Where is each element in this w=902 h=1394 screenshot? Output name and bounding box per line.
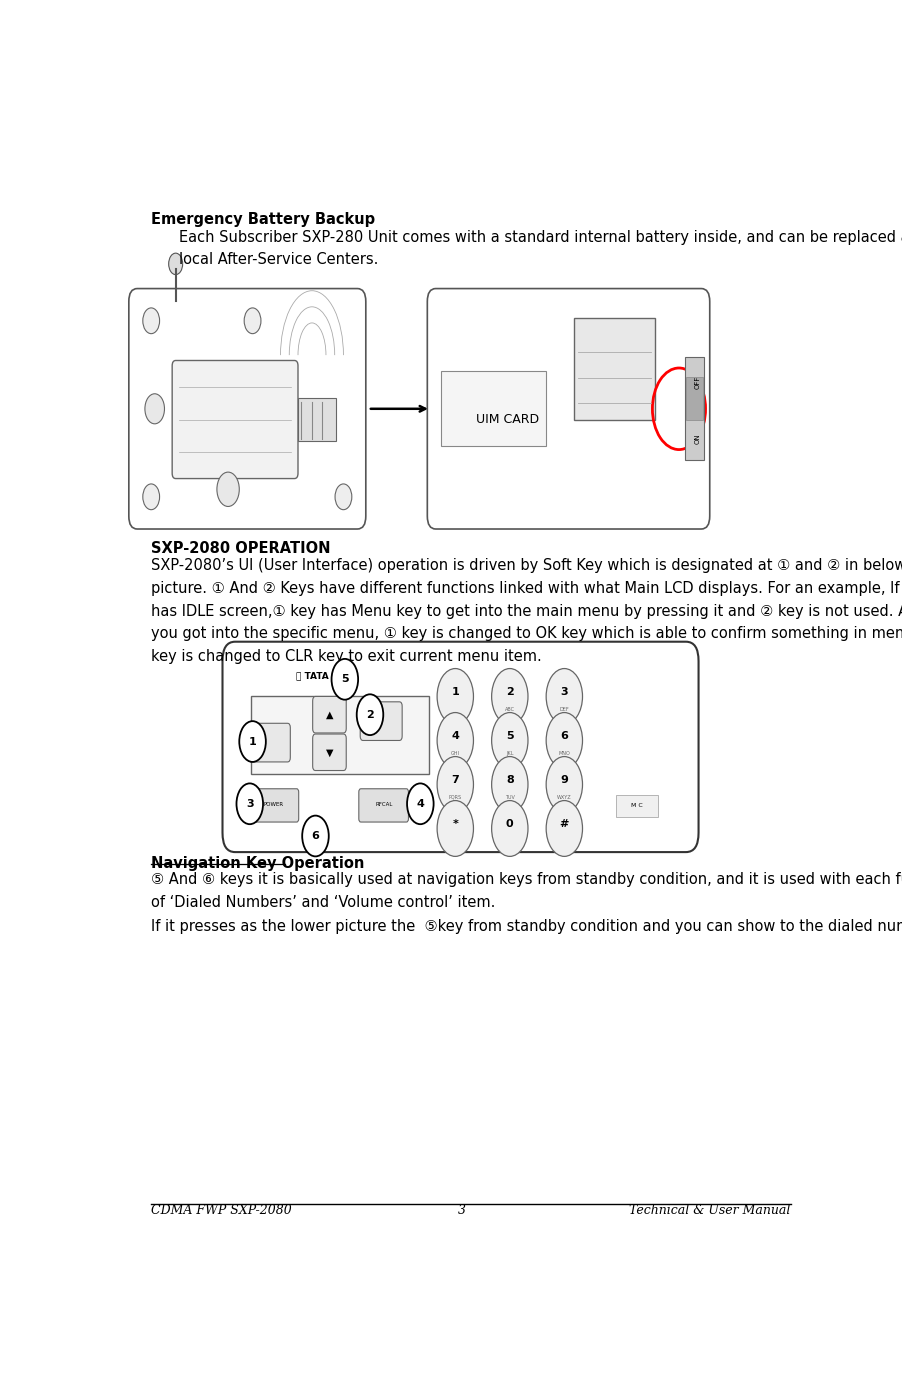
Circle shape	[437, 669, 474, 725]
Text: UIM CARD: UIM CARD	[476, 413, 539, 427]
Circle shape	[143, 484, 160, 510]
Circle shape	[437, 712, 474, 768]
Circle shape	[244, 308, 261, 333]
Text: SXP-2080’s UI (User Interface) operation is driven by Soft Key which is designat: SXP-2080’s UI (User Interface) operation…	[152, 558, 902, 664]
Circle shape	[547, 800, 583, 856]
Text: RFCAL: RFCAL	[375, 803, 392, 807]
Text: 6: 6	[560, 732, 568, 742]
Circle shape	[332, 659, 358, 700]
Text: 2: 2	[366, 710, 373, 719]
Text: 5: 5	[506, 732, 513, 742]
Text: Navigation Key Operation: Navigation Key Operation	[152, 856, 364, 871]
Text: 3: 3	[560, 687, 568, 697]
Text: Ⓣ TATA: Ⓣ TATA	[296, 672, 328, 680]
Circle shape	[492, 757, 528, 813]
Text: ON: ON	[695, 434, 700, 445]
Text: JKL: JKL	[506, 751, 513, 756]
Text: CDMA FWP SXP-2080: CDMA FWP SXP-2080	[152, 1204, 292, 1217]
Text: *: *	[452, 820, 458, 829]
Text: #: #	[559, 820, 569, 829]
Text: Each Subscriber SXP-280 Unit comes with a standard internal battery inside, and : Each Subscriber SXP-280 Unit comes with …	[179, 230, 902, 266]
Text: 8: 8	[506, 775, 513, 785]
Bar	[616, 795, 658, 817]
Text: WXYZ: WXYZ	[557, 795, 572, 800]
Bar	[441, 371, 547, 446]
Circle shape	[492, 669, 528, 725]
Text: OFF: OFF	[695, 375, 700, 389]
Text: 5: 5	[341, 675, 349, 684]
Bar	[575, 318, 655, 420]
Text: DEF: DEF	[559, 707, 569, 712]
FancyBboxPatch shape	[249, 789, 299, 822]
Bar	[298, 399, 336, 441]
Circle shape	[547, 669, 583, 725]
Text: Emergency Battery Backup: Emergency Battery Backup	[152, 212, 375, 227]
Circle shape	[143, 308, 160, 333]
Text: 0: 0	[506, 820, 513, 829]
Circle shape	[169, 254, 182, 275]
Text: 6: 6	[311, 831, 319, 841]
Text: ▼: ▼	[326, 747, 333, 757]
Circle shape	[492, 800, 528, 856]
FancyBboxPatch shape	[223, 641, 698, 852]
Circle shape	[547, 757, 583, 813]
Text: ⑤ And ⑥ keys it is basically used at navigation keys from standby condition, and: ⑤ And ⑥ keys it is basically used at nav…	[152, 873, 902, 910]
Text: ABC: ABC	[505, 707, 515, 712]
Bar	[685, 357, 704, 460]
FancyBboxPatch shape	[360, 701, 402, 740]
Circle shape	[302, 815, 328, 856]
Text: 2: 2	[506, 687, 513, 697]
FancyBboxPatch shape	[248, 723, 290, 763]
FancyBboxPatch shape	[428, 289, 710, 528]
Text: 4: 4	[451, 732, 459, 742]
Circle shape	[492, 712, 528, 768]
FancyBboxPatch shape	[129, 289, 366, 528]
FancyBboxPatch shape	[359, 789, 409, 822]
Circle shape	[216, 473, 239, 506]
Text: 7: 7	[451, 775, 459, 785]
Text: MNO: MNO	[558, 751, 570, 756]
Text: 4: 4	[417, 799, 424, 809]
Text: 3: 3	[246, 799, 253, 809]
Circle shape	[437, 757, 474, 813]
Bar	[686, 376, 703, 420]
Circle shape	[547, 712, 583, 768]
Text: ▲: ▲	[326, 710, 333, 719]
Circle shape	[356, 694, 383, 735]
FancyBboxPatch shape	[172, 361, 298, 478]
Circle shape	[407, 783, 434, 824]
Text: If it presses as the lower picture the  ⑤key from standby condition and you can : If it presses as the lower picture the ⑤…	[152, 919, 902, 934]
Text: 3: 3	[458, 1204, 466, 1217]
Circle shape	[145, 393, 164, 424]
Text: Technical & User Manual: Technical & User Manual	[630, 1204, 791, 1217]
Text: SXP-2080 OPERATION: SXP-2080 OPERATION	[152, 541, 331, 556]
Circle shape	[335, 484, 352, 510]
FancyBboxPatch shape	[313, 735, 346, 771]
Text: M C: M C	[631, 803, 643, 809]
Circle shape	[437, 800, 474, 856]
Text: POWER: POWER	[263, 803, 283, 807]
Text: GHI: GHI	[451, 751, 460, 756]
Text: PQRS: PQRS	[448, 795, 462, 800]
FancyBboxPatch shape	[313, 697, 346, 733]
Text: TUV: TUV	[505, 795, 515, 800]
Bar	[251, 697, 429, 774]
Circle shape	[239, 721, 266, 763]
Circle shape	[236, 783, 263, 824]
Text: 1: 1	[249, 736, 256, 747]
Text: 1: 1	[451, 687, 459, 697]
Text: 9: 9	[560, 775, 568, 785]
